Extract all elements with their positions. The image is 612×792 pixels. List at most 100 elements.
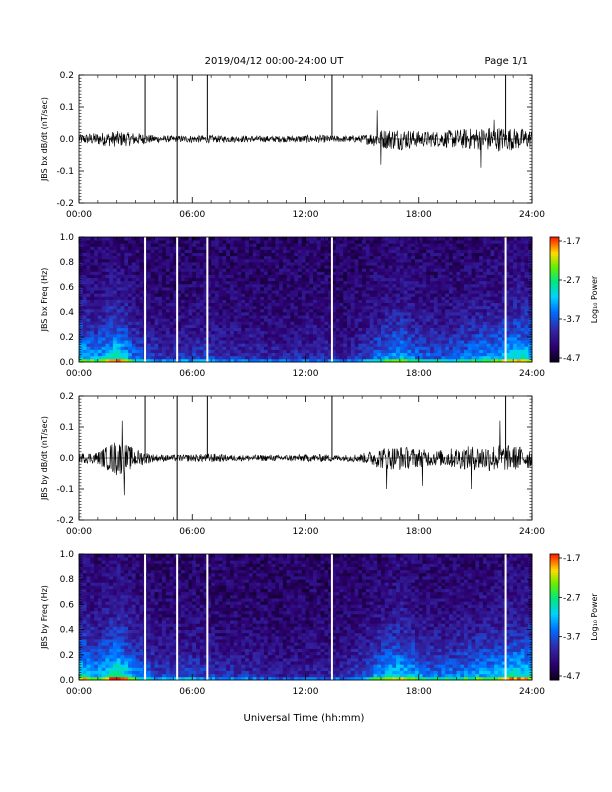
spectrogram-cell xyxy=(233,318,238,322)
spectrogram-cell xyxy=(407,252,412,257)
spectrogram-cell xyxy=(475,243,480,247)
spectrogram-cell xyxy=(339,340,344,344)
spectrogram-cell xyxy=(131,246,137,250)
spectrogram-cell xyxy=(392,358,397,363)
spectrogram-cell xyxy=(286,333,291,338)
spectrogram-cell xyxy=(116,268,121,272)
spectrogram-cell xyxy=(418,302,423,307)
spectrogram-cell xyxy=(245,355,250,360)
spectrogram-cell xyxy=(173,293,178,297)
spectrogram-cell xyxy=(218,271,223,275)
spectrogram-cell xyxy=(218,246,223,250)
spectrogram-cell xyxy=(112,277,118,282)
spectrogram-cell xyxy=(154,262,159,266)
spectrogram-cell xyxy=(433,280,439,285)
spectrogram-cell xyxy=(192,246,197,250)
spectrogram-cell xyxy=(520,249,525,254)
spectrogram-cell xyxy=(203,262,208,266)
spectrogram-cell xyxy=(214,355,220,360)
spectrogram-cell xyxy=(154,293,159,297)
spectrogram-cell xyxy=(177,277,182,282)
spectrogram-cell xyxy=(430,355,435,360)
spectrogram-cell xyxy=(146,340,152,344)
spectrogram-cell xyxy=(524,290,529,294)
spectrogram-cell xyxy=(94,330,99,335)
spectrogram-cell xyxy=(173,243,178,247)
spectrogram-cell xyxy=(407,358,412,363)
spectrogram-cell xyxy=(184,302,189,307)
spectrogram-cell xyxy=(256,265,261,269)
spectrogram-cell xyxy=(282,258,288,263)
spectrogram-cell xyxy=(135,274,140,279)
spectrogram-cell xyxy=(116,352,121,357)
spectrogram-cell xyxy=(313,293,318,297)
spectrogram-cell xyxy=(237,308,242,313)
spectrogram-cell xyxy=(509,240,514,244)
spectrogram-cell xyxy=(505,243,510,247)
spectrogram-cell xyxy=(241,277,246,282)
spectrogram-cell xyxy=(482,277,488,282)
spectrogram-cell xyxy=(252,265,257,269)
spectrogram-cell xyxy=(241,280,246,285)
spectrogram-cell xyxy=(414,243,420,247)
spectrogram-cell xyxy=(448,268,454,272)
spectrogram-cell xyxy=(188,333,193,338)
spectrogram-cell xyxy=(196,352,201,357)
spectrogram-cell xyxy=(135,308,140,313)
spectrogram-cell xyxy=(407,293,412,297)
spectrogram-cell xyxy=(177,352,182,357)
spectrogram-cell xyxy=(218,262,223,266)
spectrogram-cell xyxy=(509,327,514,332)
spectrogram-cell xyxy=(520,252,525,257)
spectrogram-cell xyxy=(448,283,454,288)
spectrogram-cell xyxy=(490,337,495,341)
spectrogram-cell xyxy=(82,302,87,307)
spectrogram-cell xyxy=(275,240,280,244)
spectrogram-cell xyxy=(460,352,465,357)
spectrogram-cell xyxy=(165,262,170,266)
spectrogram-cell xyxy=(486,330,491,335)
spectrogram-cell xyxy=(290,258,295,263)
spectrogram-cell xyxy=(392,283,397,288)
spectrogram-cell xyxy=(339,337,344,341)
spectrogram-cell xyxy=(154,271,159,275)
spectrogram-cell xyxy=(263,296,269,300)
spectrogram-cell xyxy=(82,265,87,269)
spectrogram-cell xyxy=(282,255,288,260)
spectrogram-cell xyxy=(445,308,450,313)
spectrogram-cell xyxy=(79,305,84,310)
spectrogram-cell xyxy=(109,255,114,260)
spectrogram-cell xyxy=(414,312,420,316)
spectrogram-cell xyxy=(388,240,393,244)
spectrogram-cell xyxy=(475,262,480,266)
spectrogram-cell xyxy=(392,262,397,266)
spectrogram-cell xyxy=(279,283,284,288)
spectrogram-cell xyxy=(248,290,254,294)
spectrogram-cell xyxy=(403,252,408,257)
spectrogram-cell xyxy=(513,315,518,319)
spectrogram-cell xyxy=(109,315,114,319)
spectrogram-cell xyxy=(358,240,363,244)
spectrogram-cell xyxy=(486,280,491,285)
spectrogram-cell xyxy=(203,343,208,347)
spectrogram-cell xyxy=(241,305,246,310)
spectrogram-cell xyxy=(305,358,310,363)
spectrogram-cell xyxy=(233,312,238,316)
spectrogram-cell xyxy=(486,271,491,275)
spectrogram-cell xyxy=(290,330,295,335)
spectrogram-cell xyxy=(192,243,197,247)
spectrogram-cell xyxy=(422,296,427,300)
spectrogram-cell xyxy=(362,333,367,338)
spectrogram-cell xyxy=(237,355,242,360)
spectrogram-cell xyxy=(169,240,174,244)
spectrogram-cell xyxy=(101,343,106,347)
spectrogram-cell xyxy=(180,318,186,322)
spectrogram-cell xyxy=(94,287,99,291)
spectrogram-cell xyxy=(294,271,299,275)
spectrogram-cell xyxy=(414,249,420,254)
spectrogram-cell xyxy=(365,340,371,344)
spectrogram-cell xyxy=(339,258,344,263)
spectrogram-cell xyxy=(105,337,110,341)
spectrogram-cell xyxy=(146,265,152,269)
spectrogram-cell xyxy=(196,346,201,350)
